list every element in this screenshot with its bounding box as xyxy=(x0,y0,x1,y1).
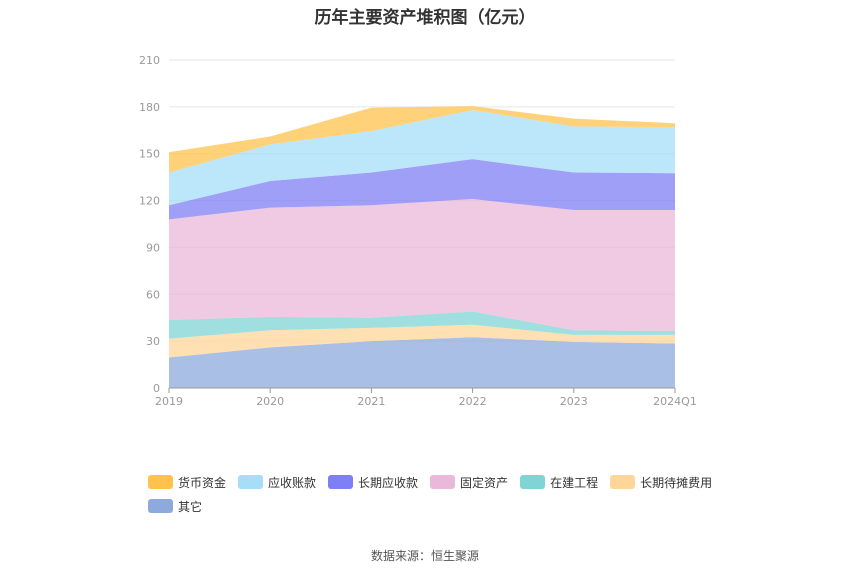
x-tick-label: 2019 xyxy=(155,395,183,408)
y-tick-label: 180 xyxy=(139,101,160,114)
legend-item[interactable]: 长期待摊费用 xyxy=(610,474,712,490)
legend-label: 货币资金 xyxy=(178,475,227,490)
legend-item[interactable]: 应收账款 xyxy=(238,474,316,490)
x-tick-label: 2020 xyxy=(256,395,284,408)
series-area xyxy=(169,109,675,206)
x-tick-label: 2022 xyxy=(459,395,487,408)
x-tick-label: 2024Q1 xyxy=(653,395,697,408)
legend-item[interactable]: 固定资产 xyxy=(430,474,508,490)
legend-swatch xyxy=(148,475,173,489)
series-area xyxy=(169,199,675,331)
legend-item[interactable]: 货币资金 xyxy=(148,474,226,490)
legend-swatch xyxy=(148,499,173,513)
legend-label: 在建工程 xyxy=(550,475,599,490)
data-source-note: 数据来源：恒生聚源 xyxy=(370,549,479,563)
legend-label: 其它 xyxy=(178,499,203,514)
legend-swatch xyxy=(238,475,264,489)
legend-item[interactable]: 长期应收款 xyxy=(328,474,418,490)
y-tick-label: 150 xyxy=(139,148,160,161)
x-tick-label: 2023 xyxy=(560,395,588,408)
chart-legend: 货币资金 应收账款 长期应收款 固定资产 在建工程 长期待摊费用其它 xyxy=(148,474,728,514)
legend-item[interactable]: 其它 xyxy=(148,498,202,514)
series-area xyxy=(169,159,675,220)
y-tick-label: 120 xyxy=(139,195,160,208)
legend-label: 长期应收款 xyxy=(358,475,419,490)
y-tick-label: 60 xyxy=(146,288,160,301)
y-tick-label: 30 xyxy=(146,335,160,348)
chart-title: 历年主要资产堆积图（亿元） xyxy=(314,8,536,28)
y-tick-label: 90 xyxy=(146,241,160,254)
series-area xyxy=(169,337,675,388)
legend-swatch xyxy=(328,475,354,489)
legend-label: 长期待摊费用 xyxy=(640,475,713,490)
legend-swatch xyxy=(610,475,636,489)
legend-label: 固定资产 xyxy=(460,475,509,490)
legend-swatch xyxy=(520,475,546,489)
legend-label: 应收账款 xyxy=(268,475,317,490)
legend-swatch xyxy=(430,475,456,489)
y-tick-label: 0 xyxy=(153,382,160,395)
x-tick-label: 2021 xyxy=(357,395,385,408)
series-area xyxy=(169,324,675,358)
legend-item[interactable]: 在建工程 xyxy=(520,474,598,490)
series-area xyxy=(169,106,675,173)
series-area xyxy=(169,311,675,339)
y-tick-label: 210 xyxy=(139,54,160,67)
stacked-area-chart: 0 30 60 90 120 150 180 210 2019 2020 2021 2022 2023 2… xyxy=(139,54,697,408)
